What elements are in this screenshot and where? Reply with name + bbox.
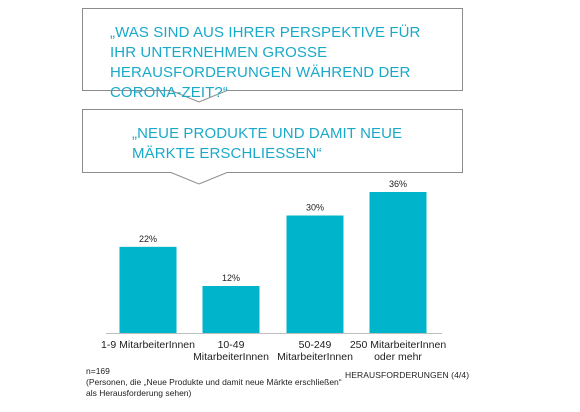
x-tick-label: 10-49 — [218, 339, 245, 351]
question-text: „WAS SIND AUS IHRER PERSPEKTIVE FÜR IHR … — [110, 24, 421, 101]
answer-callout: „NEUE PRODUKTE UND DAMIT NEUE MÄRKTE ERS… — [82, 109, 463, 185]
bar — [202, 286, 260, 333]
bar — [286, 215, 344, 333]
bar — [369, 192, 427, 333]
sample-size: n=169 — [86, 366, 110, 376]
footnote-line-2: als Herausforderung sehen) — [86, 388, 192, 398]
x-tick-label: 1-9 MitarbeiterInnen — [101, 339, 195, 351]
data-label: 22% — [139, 234, 157, 244]
data-label: 30% — [306, 203, 324, 213]
bar — [119, 246, 177, 333]
answer-text: „NEUE PRODUKTE UND DAMIT NEUE MÄRKTE ERS… — [132, 125, 403, 162]
question-callout: „WAS SIND AUS IHRER PERSPEKTIVE FÜR IHR … — [82, 8, 463, 103]
x-tick-label: 50-249 — [299, 339, 332, 351]
x-tick-label: MitarbeiterInnen — [193, 351, 269, 363]
section-footer: HERAUSFORDERUNGEN (4/4) — [345, 370, 470, 380]
answer-callout-shape — [82, 109, 463, 185]
x-tick-label: 250 MitarbeiterInnen — [350, 339, 446, 351]
x-tick-label: MitarbeiterInnen — [277, 351, 353, 363]
question-callout-shape — [82, 8, 463, 103]
footnote: n=169 (Personen, die „Neue Produkte und … — [86, 366, 342, 399]
x-tick-label: oder mehr — [374, 351, 422, 363]
data-label: 36% — [389, 179, 407, 189]
data-label: 12% — [222, 273, 240, 283]
footnote-line-1: (Personen, die „Neue Produkte und damit … — [86, 377, 342, 387]
bar-chart: 22%12%30%36%1-9 MitarbeiterInnen 10-49Mit… — [101, 179, 446, 363]
